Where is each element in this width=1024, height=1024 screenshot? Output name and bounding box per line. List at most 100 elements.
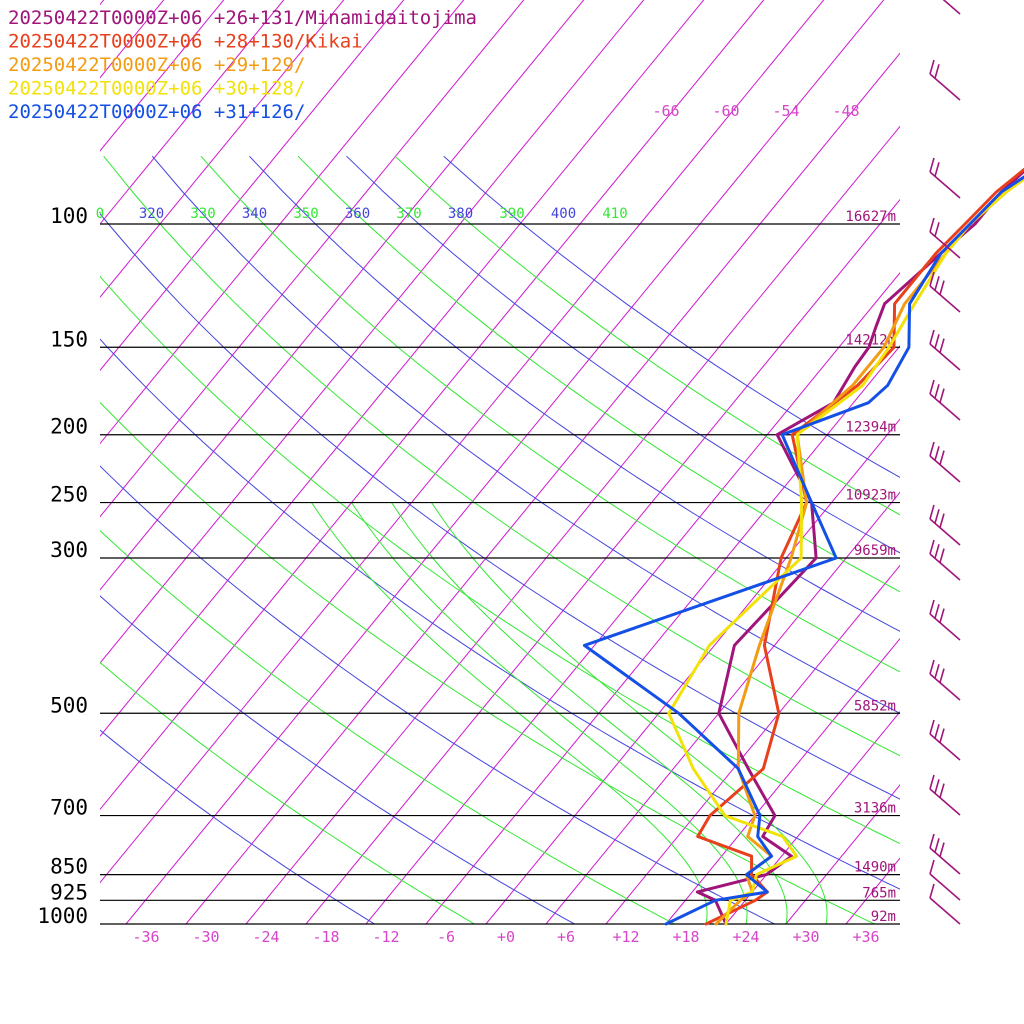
height-label-300: 9659m bbox=[854, 543, 896, 559]
wind-barb-flag bbox=[929, 774, 935, 790]
isotherm-line bbox=[365, 271, 900, 924]
wind-barb-flag bbox=[934, 162, 940, 177]
wind-barb-flag bbox=[939, 548, 945, 563]
legend-entry-5: 20250422T0000Z+06 +31+126/ bbox=[8, 101, 305, 123]
wind-barb bbox=[929, 329, 961, 371]
wind-barb-flag bbox=[929, 539, 935, 555]
wind-barb-flag bbox=[929, 859, 935, 875]
legend-entry-2: 20250422T0000Z+06 +28+130/Kikai bbox=[8, 31, 363, 53]
isotherm-line bbox=[785, 784, 900, 924]
wind-barb-staff bbox=[929, 171, 961, 199]
pressure-label-500: 500 bbox=[50, 693, 88, 717]
wind-barb-staff bbox=[929, 231, 961, 259]
wind-barb-staff bbox=[929, 393, 961, 421]
wind-barb-staff bbox=[929, 897, 961, 925]
wind-barb-flag bbox=[929, 217, 935, 233]
theta-label: 400 bbox=[551, 206, 576, 222]
upper-temp-label: -60 bbox=[712, 102, 739, 120]
temp-tick-label: -6 bbox=[437, 928, 455, 946]
wind-barb bbox=[929, 833, 961, 875]
sounding-line-4 bbox=[667, 177, 1024, 926]
isotherm-line bbox=[100, 0, 225, 152]
wind-barb bbox=[929, 441, 961, 483]
moist-adiabat-line bbox=[391, 502, 788, 924]
upper-temp-label: -54 bbox=[772, 102, 799, 120]
wind-barb-flag bbox=[934, 604, 940, 619]
wind-barb bbox=[929, 504, 961, 546]
temp-tick-label: +30 bbox=[792, 928, 819, 946]
wind-barb-staff bbox=[929, 455, 961, 483]
temp-tick-label: +6 bbox=[557, 928, 575, 946]
pressure-label-1000: 1000 bbox=[37, 904, 88, 928]
theta-label: 380 bbox=[448, 206, 473, 222]
legend: 20250422T0000Z+06 +26+131/Minamidaitojim… bbox=[8, 7, 477, 123]
isobars bbox=[100, 223, 900, 925]
temp-tick-label: +18 bbox=[672, 928, 699, 946]
wind-barb-flag bbox=[939, 783, 945, 798]
wind-barb-flag bbox=[929, 441, 935, 457]
wind-barb-flag bbox=[934, 64, 940, 79]
dry-adiabat-line bbox=[200, 155, 900, 673]
wind-barb-flag bbox=[929, 59, 935, 75]
wind-barb-flag bbox=[939, 668, 945, 683]
wind-barb-staff bbox=[929, 73, 961, 101]
wind-barbs bbox=[929, 0, 961, 925]
wind-barb-flag bbox=[929, 599, 935, 615]
legend-entry-4: 20250422T0000Z+06 +30+128/ bbox=[8, 78, 305, 100]
isotherm-line bbox=[0, 0, 28, 924]
isotherm-line bbox=[725, 711, 900, 924]
isotherm-line bbox=[100, 0, 465, 445]
isotherm-line bbox=[906, 0, 1024, 924]
wind-barb-staff bbox=[929, 518, 961, 546]
isotherm-line bbox=[665, 637, 900, 924]
dry-adiabat-line bbox=[100, 212, 900, 800]
sounding-series bbox=[582, 167, 1024, 926]
wind-barb bbox=[929, 599, 961, 641]
height-label-100: 16627m bbox=[845, 209, 896, 225]
isotherm-line bbox=[100, 0, 825, 884]
height-label-500: 5852m bbox=[854, 698, 896, 714]
wind-barb bbox=[929, 539, 961, 581]
wind-barb bbox=[929, 157, 961, 199]
height-label-850: 1490m bbox=[854, 860, 896, 876]
moist-adiabat-line bbox=[351, 502, 748, 924]
isotherm-line bbox=[966, 0, 1024, 924]
dry-adiabat-line bbox=[297, 155, 900, 593]
wind-barb-flag bbox=[929, 883, 935, 899]
height-label-925: 765m bbox=[862, 885, 896, 901]
dry-adiabat-line bbox=[100, 529, 676, 924]
wind-barb-flag bbox=[939, 338, 945, 353]
isotherm-line bbox=[245, 125, 900, 924]
wind-barb-flag bbox=[929, 833, 935, 849]
upper-temp-label: -48 bbox=[832, 102, 859, 120]
mixing-ratio-lines bbox=[0, 0, 1024, 924]
isotherm-line bbox=[100, 0, 285, 225]
wind-barb bbox=[929, 719, 961, 761]
temp-tick-label: -36 bbox=[132, 928, 159, 946]
wind-barb-flag bbox=[934, 779, 940, 794]
dry-adiabat-line bbox=[394, 155, 900, 516]
wind-barb bbox=[929, 859, 961, 901]
sounding-line-5 bbox=[582, 175, 1024, 926]
theta-label: 350 bbox=[293, 206, 318, 222]
dry-adiabat-line bbox=[100, 661, 476, 924]
wind-barb bbox=[929, 659, 961, 701]
temp-tick-label: -24 bbox=[252, 928, 279, 946]
wind-barb bbox=[942, 0, 961, 15]
theta-label: 330 bbox=[190, 206, 215, 222]
wind-barb-flag bbox=[934, 664, 940, 679]
dry-adiabat-line bbox=[100, 465, 776, 924]
wind-barb-staff bbox=[942, 0, 961, 15]
wind-barb-staff bbox=[929, 553, 961, 581]
wind-barb-flag bbox=[934, 334, 940, 349]
pressure-label-250: 250 bbox=[50, 483, 88, 507]
temp-tick-label: +36 bbox=[852, 928, 879, 946]
pressure-label-925: 925 bbox=[50, 880, 88, 904]
wind-barb-flag bbox=[939, 388, 945, 403]
wind-barb bbox=[929, 379, 961, 421]
wind-barb-flag bbox=[934, 838, 940, 853]
pressure-label-100: 100 bbox=[50, 204, 88, 228]
wind-barb bbox=[929, 271, 961, 313]
upper-temp-label: -66 bbox=[652, 102, 679, 120]
